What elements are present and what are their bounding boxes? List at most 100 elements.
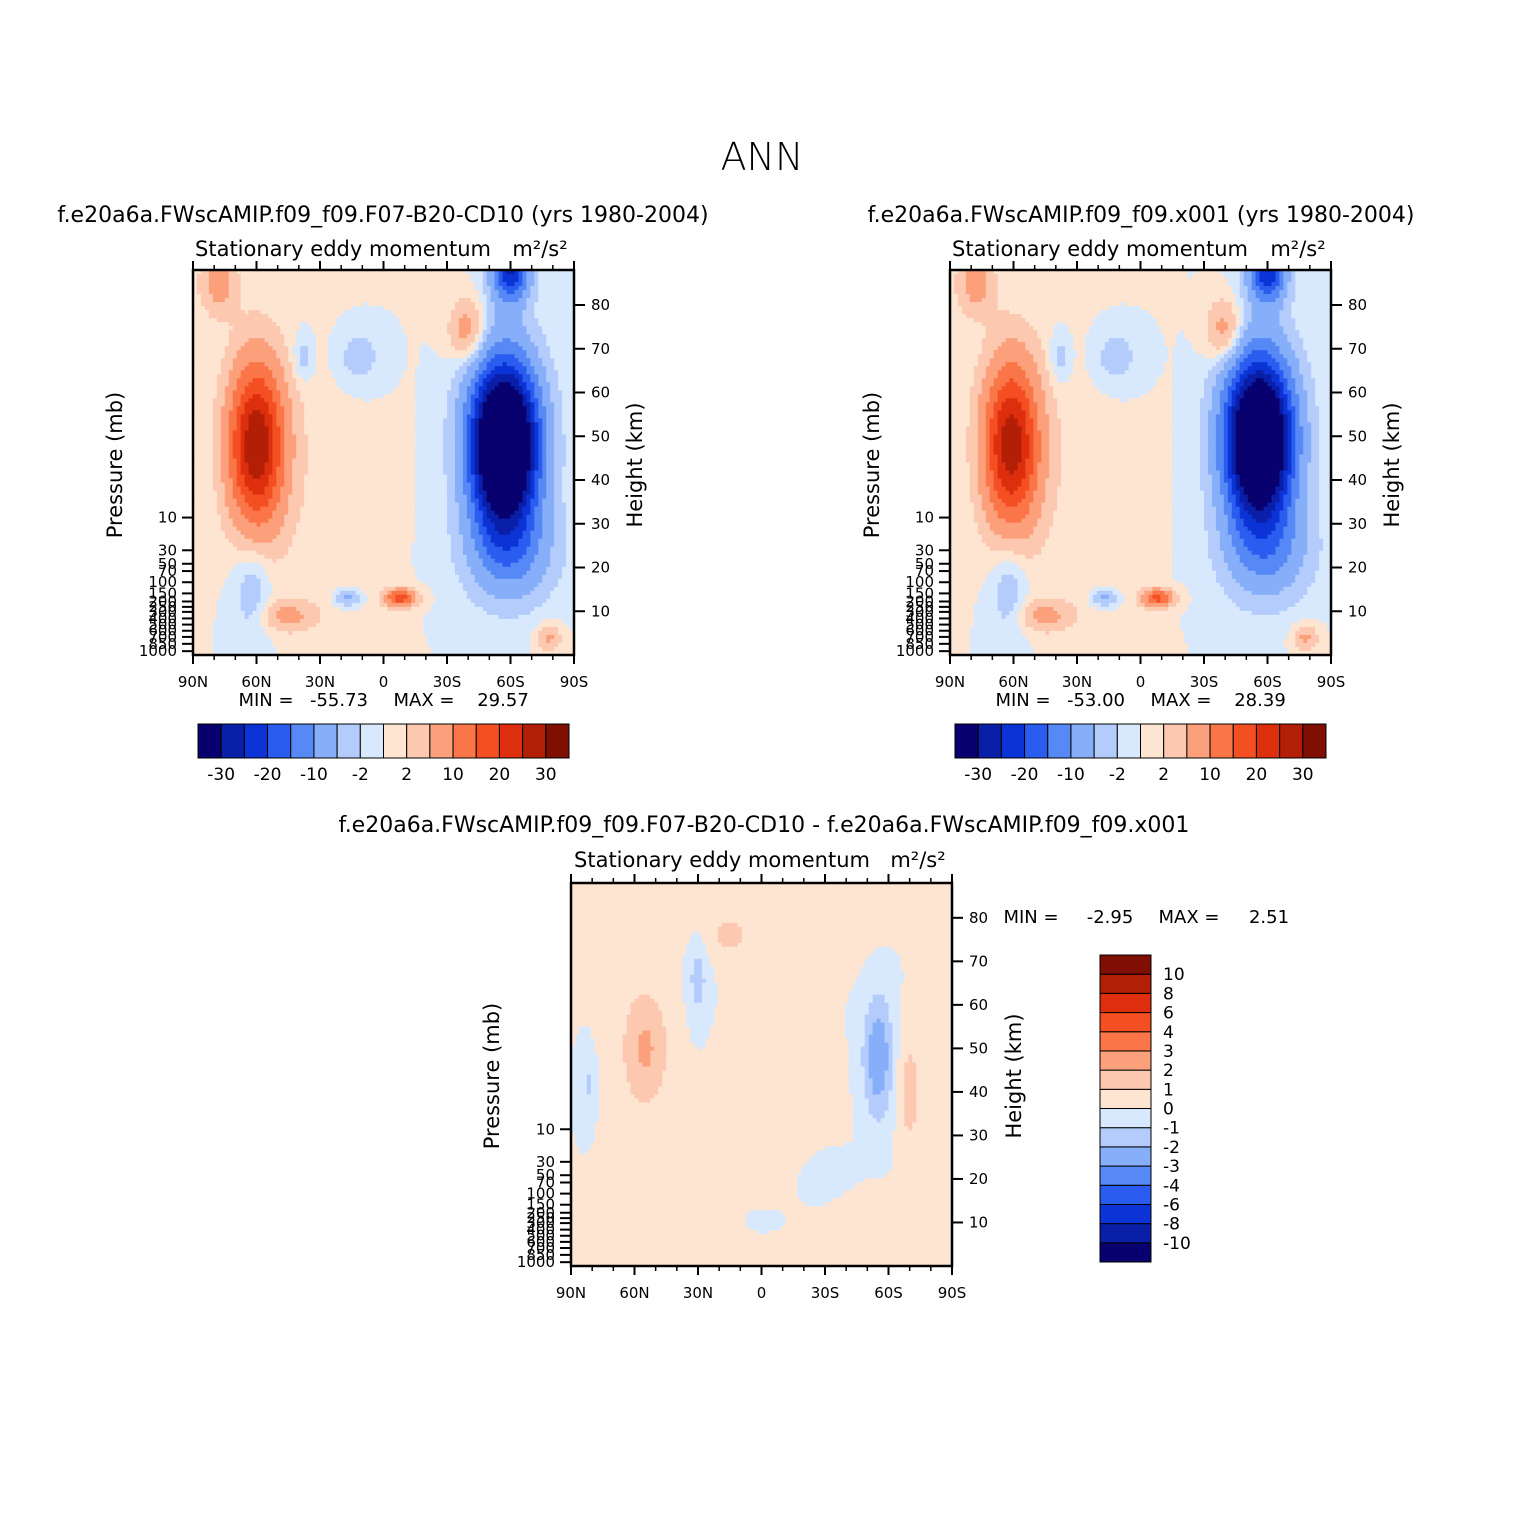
heatmap-cell (264, 314, 269, 319)
heatmap-cell (336, 274, 341, 279)
heatmap-cell (514, 330, 519, 335)
heatmap-cell (538, 310, 543, 315)
heatmap-cell (443, 338, 448, 343)
heatmap-cell (360, 358, 365, 363)
heatmap-cell (526, 294, 531, 299)
heatmap-cell (439, 330, 444, 335)
heatmap-cell (320, 326, 325, 331)
heatmap-cell (352, 314, 357, 319)
heatmap-cell (419, 346, 424, 351)
heatmap-cell (387, 274, 392, 279)
heatmap-cell (356, 322, 361, 327)
heatmap-cell (332, 338, 337, 343)
heatmap-cell (514, 350, 519, 355)
heatmap-cell (352, 294, 357, 299)
heatmap-cell (530, 346, 535, 351)
heatmap-cell (479, 302, 484, 307)
heatmap-cell (209, 294, 214, 299)
heatmap-cell (221, 294, 226, 299)
heatmap-cell (538, 318, 543, 323)
heatmap-cell (233, 290, 238, 295)
heatmap-cell (538, 298, 543, 303)
heatmap-cell (503, 322, 508, 327)
heatmap-cell (257, 318, 262, 323)
heatmap-cell (387, 282, 392, 287)
heatmap-cell (304, 286, 309, 291)
heatmap-cell (431, 326, 436, 331)
heatmap-cell (336, 310, 341, 315)
heatmap-cell (530, 326, 535, 331)
heatmap-cell (558, 350, 563, 355)
heatmap-cell (427, 358, 432, 363)
heatmap-cell (495, 282, 500, 287)
heatmap-cell (288, 274, 293, 279)
heatmap-cell (526, 310, 531, 315)
heatmap-cell (499, 306, 504, 311)
heatmap-cell (415, 286, 420, 291)
heatmap-cell (483, 346, 488, 351)
heatmap-cell (507, 330, 512, 335)
heatmap-cell (332, 330, 337, 335)
heatmap-cell (288, 326, 293, 331)
heatmap-cell (233, 274, 238, 279)
heatmap-cell (459, 358, 464, 363)
heatmap-cell (356, 318, 361, 323)
heatmap-cell (467, 290, 472, 295)
heatmap-cell (467, 346, 472, 351)
heatmap-cell (205, 362, 210, 367)
heatmap-cell (391, 298, 396, 303)
heatmap-cell (237, 326, 242, 331)
heatmap-cell (328, 334, 333, 339)
heatmap-cell (427, 318, 432, 323)
heatmap-cell (213, 290, 218, 295)
heatmap-cell (276, 334, 281, 339)
heatmap-cell (237, 346, 242, 351)
heatmap-cell (455, 302, 460, 307)
heatmap-cell (284, 362, 289, 367)
heatmap-cell (368, 282, 373, 287)
heatmap-cell (395, 310, 400, 315)
heatmap-cell (221, 354, 226, 359)
heatmap-cell (296, 286, 301, 291)
heatmap-cell (475, 358, 480, 363)
heatmap-cell (511, 286, 516, 291)
heatmap-cell (308, 342, 313, 347)
heatmap-cell (233, 318, 238, 323)
heatmap-cell (435, 318, 440, 323)
heatmap-cell (372, 302, 377, 307)
heatmap-cell (475, 306, 480, 311)
heatmap-cell (475, 330, 480, 335)
heatmap-cell (328, 282, 333, 287)
heatmap-cell (538, 282, 543, 287)
heatmap-cell (467, 314, 472, 319)
heatmap-cell (324, 302, 329, 307)
heatmap-cell (487, 334, 492, 339)
heatmap-cell (483, 354, 488, 359)
heatmap-cell (217, 362, 222, 367)
heatmap-cell (511, 334, 516, 339)
heatmap-cell (534, 306, 539, 311)
heatmap-cell (526, 290, 531, 295)
heatmap-cell (459, 322, 464, 327)
heatmap-cell (245, 354, 250, 359)
heatmap-cell (209, 358, 214, 363)
heatmap-cell (249, 338, 254, 343)
heatmap-cell (419, 310, 424, 315)
heatmap-cell (249, 334, 254, 339)
heatmap-cell (427, 298, 432, 303)
heatmap-cell (507, 310, 512, 315)
heatmap-cell (268, 318, 273, 323)
heatmap-cell (542, 358, 547, 363)
heatmap-cell (419, 318, 424, 323)
heatmap-cell (245, 338, 250, 343)
heatmap-cell (503, 350, 508, 355)
heatmap-cell (391, 306, 396, 311)
heatmap-cell (431, 330, 436, 335)
heatmap-cell (268, 310, 273, 315)
heatmap-cell (312, 322, 317, 327)
heatmap-cell (455, 298, 460, 303)
heatmap-cell (395, 342, 400, 347)
heatmap-cell (356, 286, 361, 291)
heatmap-cell (391, 290, 396, 295)
heatmap-cell (483, 318, 488, 323)
